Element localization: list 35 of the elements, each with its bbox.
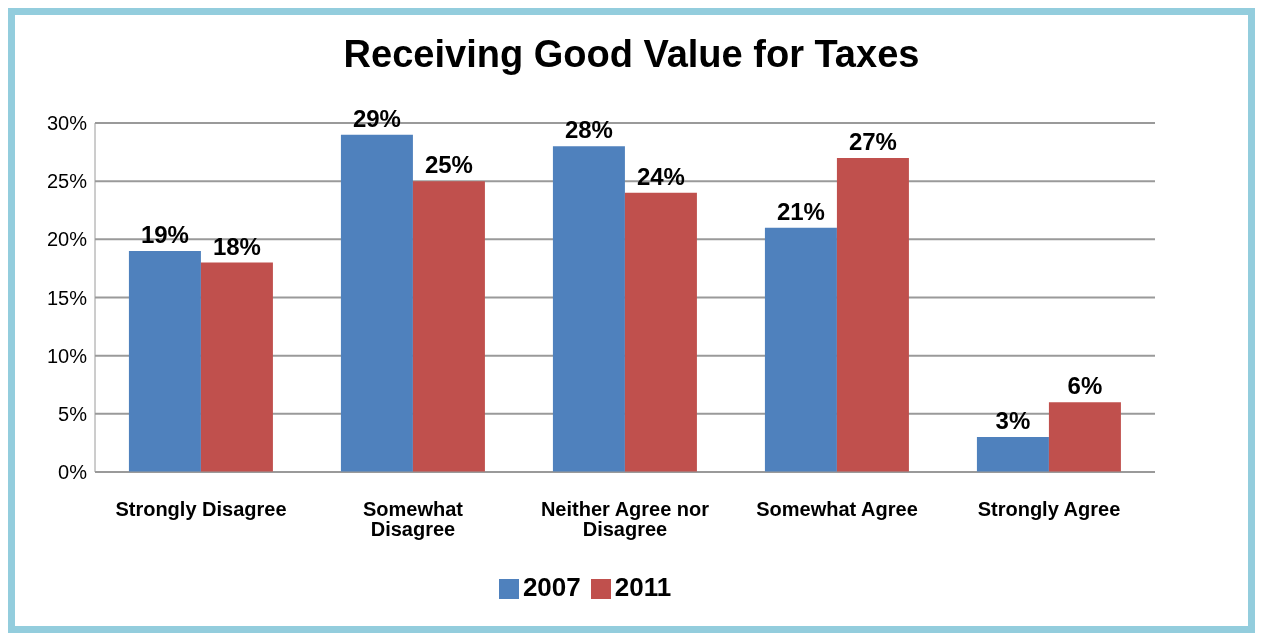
bar — [836, 157, 909, 472]
data-label: 3% — [995, 407, 1031, 435]
bar — [412, 181, 485, 472]
data-label: 19% — [140, 220, 189, 248]
bar — [200, 262, 273, 472]
bar — [764, 227, 837, 472]
bar — [128, 250, 201, 472]
data-label: 29% — [352, 104, 401, 132]
bar — [1048, 402, 1121, 472]
y-tick-label: 5% — [58, 402, 88, 425]
y-tick-label: 10% — [46, 344, 88, 367]
data-label: 21% — [776, 197, 825, 225]
bar — [976, 437, 1049, 472]
data-label: 24% — [636, 162, 685, 190]
bar — [624, 192, 697, 472]
x-tick-label: Somewhat Disagree — [362, 498, 464, 541]
y-tick-label: 25% — [46, 170, 88, 193]
legend-label: 2011 — [614, 572, 672, 602]
bar — [552, 146, 625, 472]
chart-title: Receiving Good Value for Taxes — [342, 33, 921, 77]
y-tick-label: 0% — [58, 461, 88, 484]
data-label: 6% — [1067, 372, 1103, 400]
x-tick-label: Strongly Agree — [977, 498, 1121, 521]
data-label: 27% — [848, 127, 897, 155]
data-label: 18% — [212, 232, 261, 260]
y-tick-label: 30% — [46, 112, 88, 135]
legend-label: 2007 — [522, 572, 581, 602]
data-label: 25% — [424, 151, 473, 179]
data-label: 28% — [564, 116, 613, 144]
x-tick-label: Strongly Disagree — [115, 498, 287, 521]
x-tick-label: Somewhat Agree — [756, 498, 918, 521]
y-tick-label: 20% — [46, 228, 88, 251]
bar — [340, 134, 413, 472]
y-tick-label: 15% — [46, 286, 88, 309]
x-tick-label: Neither Agree nor Disagree — [540, 498, 710, 541]
